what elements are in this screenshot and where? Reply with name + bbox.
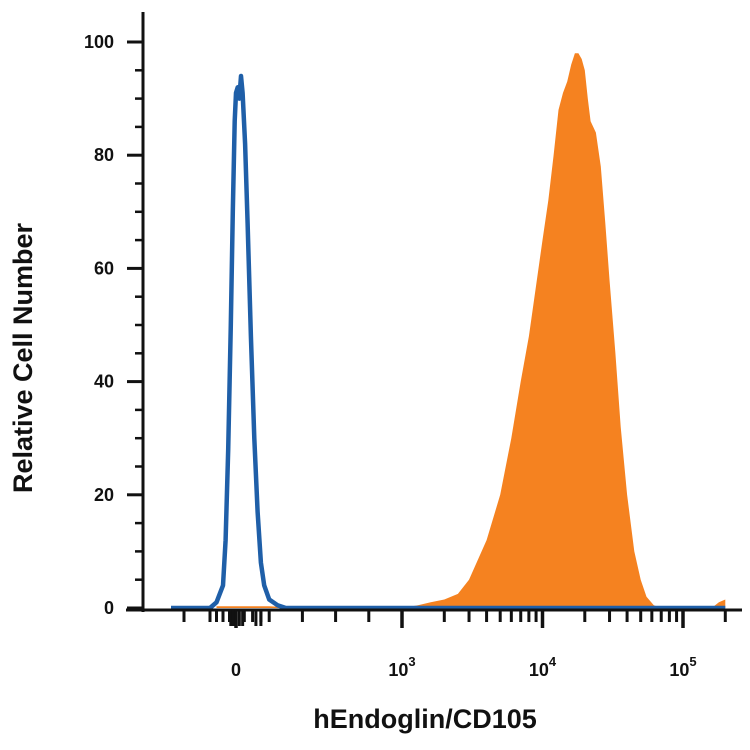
y-axis: 0 20 40 60 80 100 xyxy=(84,12,145,618)
x-axis: 0 103 104 105 xyxy=(126,608,742,680)
histogram-series-filled xyxy=(216,53,726,609)
x-tick-label: 0 xyxy=(231,660,241,680)
y-axis-title: Relative Cell Number xyxy=(8,222,38,493)
histogram-series-outline xyxy=(171,73,726,611)
plot-area xyxy=(171,53,726,611)
y-tick-label: 40 xyxy=(94,372,114,392)
y-tick-label: 100 xyxy=(84,32,114,52)
y-tick-label: 80 xyxy=(94,145,114,165)
x-axis-title: hEndoglin/CD105 xyxy=(313,704,537,734)
y-tick-label: 20 xyxy=(94,485,114,505)
y-tick-label: 0 xyxy=(104,598,114,618)
x-tick-label: 104 xyxy=(529,654,557,680)
x-tick-label: 105 xyxy=(669,654,696,680)
x-tick-label: 103 xyxy=(388,654,415,680)
y-tick-label: 60 xyxy=(94,258,114,278)
